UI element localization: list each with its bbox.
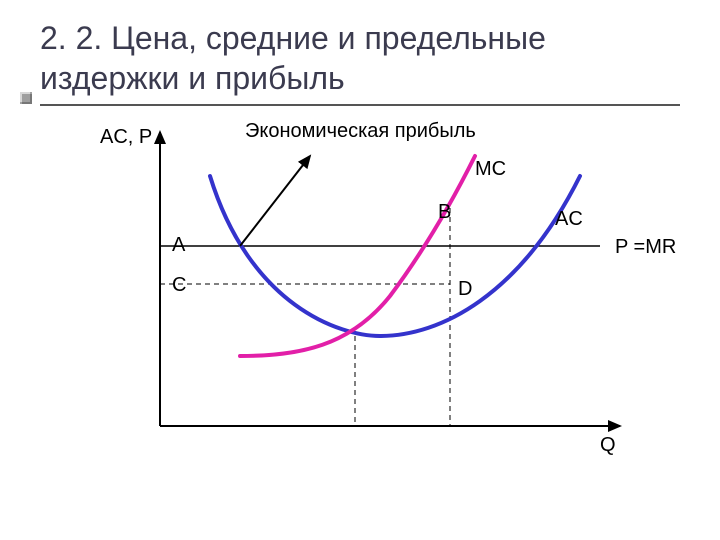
page-title: 2. 2. Цена, средние и предельные издержк… bbox=[40, 18, 680, 98]
profit-arrow-label: Экономическая прибыль bbox=[245, 120, 476, 143]
point-d-label: D bbox=[458, 278, 472, 301]
price-line-label: P =MR bbox=[615, 236, 676, 259]
point-c-label: C bbox=[172, 274, 186, 297]
x-axis-label: Q bbox=[600, 434, 616, 457]
mc-label: MC bbox=[475, 158, 506, 181]
bullet-icon bbox=[20, 92, 32, 104]
cost-chart: AC, P Q Экономическая прибыль MC AC P =M… bbox=[80, 126, 680, 456]
title-block: 2. 2. Цена, средние и предельные издержк… bbox=[40, 18, 680, 106]
ac-label: AC bbox=[555, 208, 583, 231]
y-axis-label: AC, P bbox=[100, 126, 152, 149]
point-a-label: A bbox=[172, 234, 185, 257]
point-b-label: B bbox=[438, 201, 451, 224]
